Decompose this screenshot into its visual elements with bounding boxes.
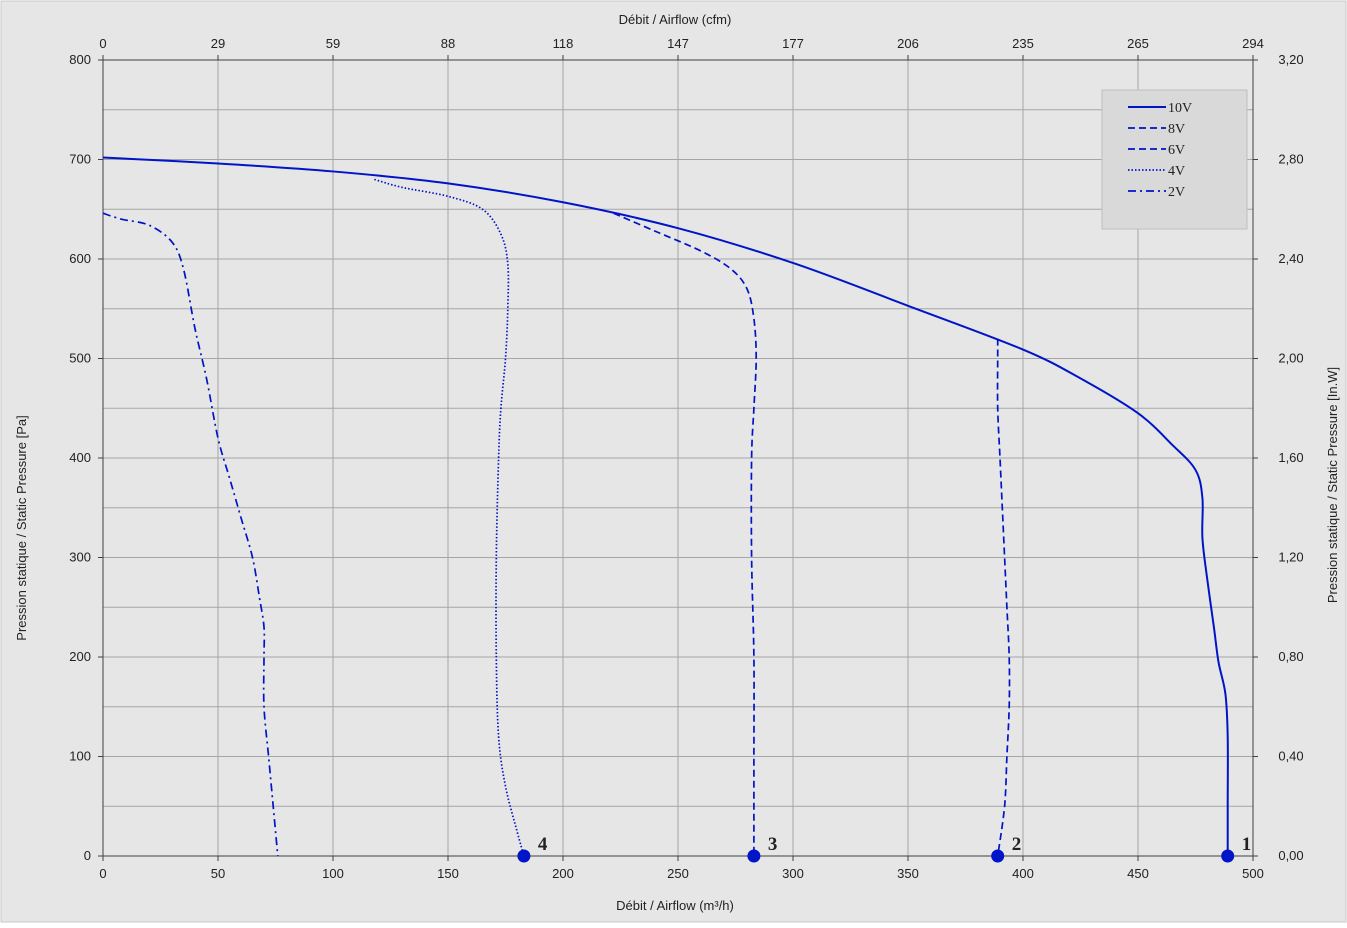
y-axis-right-title: Pression statique / Static Pressure [In.… [1325,367,1340,603]
legend-label-4v: 4V [1168,164,1185,179]
x-top-tick-label: 118 [553,36,574,51]
y-right-tick-label: 2,80 [1278,152,1303,167]
legend: 10V 8V 6V 4V 2V [1101,89,1248,230]
x-top-tick-label: 59 [326,36,340,51]
x-tick-label: 400 [1012,866,1034,881]
x-tick-label: 0 [99,866,106,881]
x-top-tick-label: 206 [897,36,919,51]
axis-ticks: 0 50 100 150 200 250 300 350 400 450 500 0 29 59 88 118… [69,36,1303,881]
x-tick-label: 50 [211,866,225,881]
x-tick-label: 300 [782,866,804,881]
y-tick-label: 100 [69,749,91,764]
x-top-tick-label: 294 [1242,36,1264,51]
point-label-2: 2 [1012,834,1022,855]
point-marker-2 [991,849,1005,863]
x-tick-label: 200 [552,866,574,881]
x-tick-label: 350 [897,866,919,881]
y-tick-label: 200 [69,649,91,664]
x-axis-top-title: Débit / Airflow (cfm) [619,12,732,27]
y-tick-label: 500 [69,351,91,366]
y-right-tick-label: 2,00 [1278,351,1303,366]
x-top-tick-label: 29 [211,36,225,51]
legend-box [1101,89,1248,230]
y-tick-label: 600 [69,251,91,266]
legend-label-2v: 2V [1168,185,1185,200]
annotations: 1 2 3 4 [517,834,1251,863]
y-right-tick-label: 1,20 [1278,550,1303,565]
x-tick-label: 150 [437,866,459,881]
x-axis-bottom-title: Débit / Airflow (m³/h) [616,898,734,913]
y-tick-label: 300 [69,550,91,565]
x-tick-label: 500 [1242,866,1264,881]
x-top-tick-label: 265 [1127,36,1149,51]
y-right-tick-label: 0,80 [1278,649,1303,664]
legend-label-10v: 10V [1168,101,1192,116]
y-tick-label: 800 [69,52,91,67]
point-label-3: 3 [768,834,778,855]
y-right-tick-label: 0,00 [1278,848,1303,863]
x-tick-label: 250 [667,866,689,881]
point-marker-3 [747,849,761,863]
x-top-tick-label: 177 [782,36,804,51]
y-axis-left-title: Pression statique / Static Pressure [Pa] [14,415,29,640]
x-tick-label: 450 [1127,866,1149,881]
legend-label-8v: 8V [1168,122,1185,137]
y-right-tick-label: 2,40 [1278,251,1303,266]
x-tick-label: 100 [322,866,344,881]
series-line-2v [102,212,279,857]
point-marker-4 [517,849,531,863]
point-label-4: 4 [538,834,548,855]
point-label-1: 1 [1242,834,1252,855]
point-marker-1 [1221,849,1235,863]
series-layer [102,156,1229,857]
series-line-6v [613,212,758,856]
y-tick-label: 400 [69,450,91,465]
y-tick-label: 700 [69,152,91,167]
x-top-tick-label: 0 [99,36,106,51]
x-top-tick-label: 147 [667,36,689,51]
x-top-tick-label: 88 [441,36,455,51]
y-right-tick-label: 0,40 [1278,749,1303,764]
y-tick-label: 0 [84,848,91,863]
series-line-8v [996,338,1011,857]
y-right-tick-label: 1,60 [1278,450,1303,465]
x-top-tick-label: 235 [1012,36,1034,51]
y-right-tick-label: 3,20 [1278,52,1303,67]
series-line-10v [102,156,1229,856]
legend-label-6v: 6V [1168,143,1185,158]
series-line-4v [374,178,525,857]
